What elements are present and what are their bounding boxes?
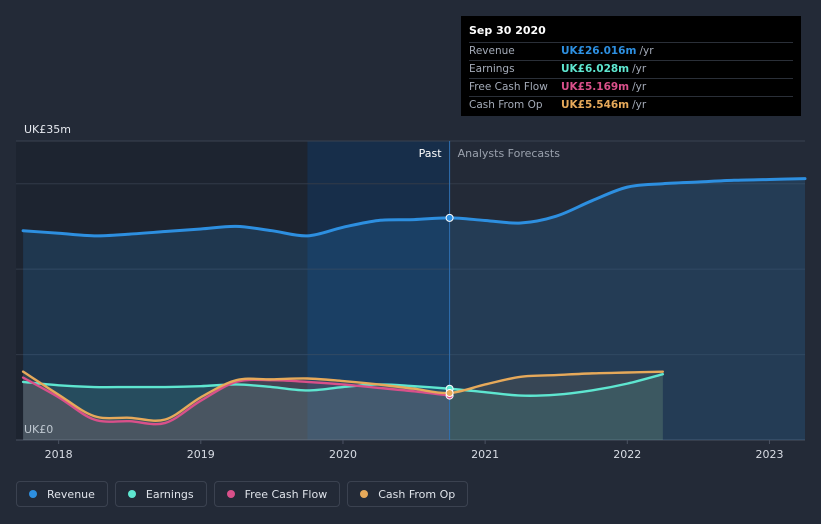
tooltip-unit: /yr [632, 81, 647, 93]
legend-item-revenue[interactable]: Revenue [16, 481, 108, 507]
tooltip-row-free-cash-flow: Free Cash Flow UK£5.169m /yr [469, 78, 793, 96]
tooltip-unit: /yr [632, 99, 647, 111]
tooltip-label: Cash From Op [469, 99, 543, 111]
tooltip-value: UK£6.028m [561, 63, 630, 75]
series-line-earnings [21, 373, 665, 397]
legend-dot-icon [360, 490, 369, 498]
legend-label: Earnings [145, 487, 194, 501]
tooltip-row-revenue: Revenue UK£26.016m /yr [469, 42, 793, 60]
x-tick-label: 2020 [329, 448, 357, 461]
area-revenue [23, 178, 806, 441]
marker-cash-from-op [445, 389, 454, 398]
tooltip-label: Revenue [469, 45, 515, 57]
tooltip-label: Earnings [469, 63, 515, 75]
x-tick-label: 2022 [613, 448, 641, 461]
x-tick-label: 2019 [187, 448, 215, 461]
past-label: Past [419, 147, 443, 160]
tooltip-value: UK£26.016m [561, 45, 637, 57]
tooltip-unit: /yr [639, 45, 654, 57]
y-axis-bottom-label: UK£0 [24, 423, 53, 436]
tooltip-label: Free Cash Flow [469, 81, 548, 93]
legend-dot-icon [127, 490, 136, 498]
marker-revenue [445, 213, 454, 222]
legend-dot-icon [29, 490, 37, 498]
tooltip-value: UK£5.546m [561, 99, 630, 111]
tooltip-date: Sep 30 2020 [469, 24, 546, 37]
area-earnings [23, 374, 663, 440]
forecast-label: Analysts Forecasts [458, 147, 561, 160]
legend-item-cash-from-op[interactable]: Cash From Op [347, 481, 469, 507]
legend-label: Cash From Op [378, 487, 456, 501]
legend-label: Free Cash Flow [244, 487, 328, 501]
tooltip-row-cash-from-op: Cash From Op UK£5.546m /yr [469, 96, 793, 114]
series-line-free-cash-flow [21, 376, 451, 426]
area-free-cash-flow [23, 377, 450, 440]
tooltip-unit: /yr [632, 63, 647, 75]
legend-item-free-cash-flow[interactable]: Free Cash Flow [213, 481, 341, 507]
y-axis-top-label: UK£35m [24, 123, 71, 136]
series-line-revenue [21, 177, 807, 238]
x-tick-label: 2023 [755, 448, 783, 461]
legend-item-earnings[interactable]: Earnings [114, 481, 207, 507]
x-tick-label: 2021 [471, 448, 499, 461]
tooltip-value: UK£5.169m [561, 81, 630, 93]
x-tick-label: 2018 [45, 448, 73, 461]
series-line-cash-from-op [21, 370, 665, 422]
legend-dot-icon [226, 490, 235, 498]
legend-label: Revenue [47, 487, 95, 501]
area-cash-from-op [23, 371, 663, 440]
tooltip-row-earnings: Earnings UK£6.028m /yr [469, 60, 793, 78]
data-tooltip: Sep 30 2020 Revenue UK£26.016m /yr Earni… [461, 16, 801, 116]
chart-legend: Revenue Earnings Free Cash Flow Cash Fro… [16, 481, 469, 507]
